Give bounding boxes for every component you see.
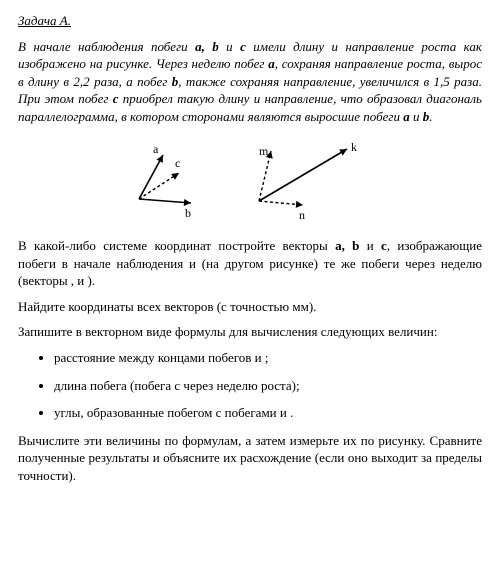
figure-right: m n k xyxy=(241,139,381,219)
svg-text:n: n xyxy=(299,208,305,219)
figure-left: a c b xyxy=(119,139,219,219)
paragraph-3: Запишите в векторном виде формулы для вы… xyxy=(18,323,482,341)
list-item: длина побега (побега c через неделю рост… xyxy=(54,377,482,395)
vector-figure: a c b m n k xyxy=(18,139,482,219)
intro-paragraph: В начале наблюдения побеги a, b и c имел… xyxy=(18,38,482,126)
svg-text:a: a xyxy=(153,142,159,156)
svg-text:c: c xyxy=(175,156,180,170)
task-title: Задача А. xyxy=(18,12,482,30)
list-item: расстояние между концами побегов и ; xyxy=(54,349,482,367)
paragraph-4: Вычислите эти величины по формулам, а за… xyxy=(18,432,482,485)
paragraph-2: Найдите координаты всех векторов (с точн… xyxy=(18,298,482,316)
svg-text:b: b xyxy=(185,206,191,219)
paragraph-1: В какой-либо системе координат постройте… xyxy=(18,237,482,290)
svg-text:m: m xyxy=(259,144,269,158)
svg-text:k: k xyxy=(351,140,357,154)
list-item: углы, образованные побегом с побегами и … xyxy=(54,404,482,422)
bullet-list: расстояние между концами побегов и ; дли… xyxy=(18,349,482,422)
